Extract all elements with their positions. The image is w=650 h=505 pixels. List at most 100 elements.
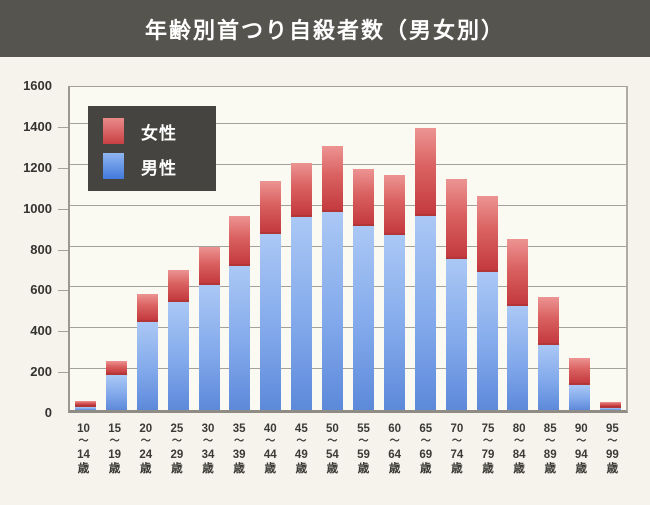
male-bar-segment	[229, 265, 251, 410]
page-title: 年齢別首つり自殺者数（男女別）	[144, 17, 505, 43]
female-bar-segment	[198, 246, 220, 286]
male-bar-segment	[291, 216, 313, 410]
male-bar-segment	[352, 226, 374, 410]
male-bar-segment	[74, 406, 96, 410]
x-axis-label-25-29: 25 〜 29 歳	[170, 423, 184, 475]
female-bar-segment	[167, 270, 189, 302]
y-axis-label-0: 0	[44, 405, 52, 420]
y-axis-label-400: 400	[30, 323, 52, 339]
gridline-800	[70, 245, 626, 247]
x-axis-label-85-89: 85 〜 89 歳	[543, 423, 557, 475]
female-bar-segment	[414, 127, 436, 216]
x-axis-label-30-34: 30 〜 34 歳	[201, 423, 215, 475]
legend-label-female: 女性	[141, 123, 177, 143]
bar-group-85-89	[533, 296, 564, 410]
male-bar-segment	[538, 344, 560, 410]
gridline-200	[70, 368, 626, 370]
female-color-swatch	[103, 118, 124, 144]
bars-container	[70, 87, 626, 410]
female-bar-segment	[445, 179, 467, 259]
male-bar-segment	[414, 215, 436, 410]
male-bar-segment	[383, 235, 405, 410]
x-axis-label-80-84: 80 〜 84 歳	[512, 423, 526, 475]
bar-group-70-74	[441, 179, 472, 410]
x-axis-label-60-64: 60 〜 64 歳	[388, 423, 402, 475]
female-bar-segment	[229, 215, 251, 266]
male-bar-segment	[136, 322, 158, 410]
x-axis-label-50-54: 50 〜 54 歳	[326, 423, 339, 475]
bar-group-30-34	[194, 246, 225, 410]
x-axis-label-40-44: 40 〜 44 歳	[263, 423, 277, 475]
gridline-600	[70, 286, 626, 288]
x-axis-label-90-94: 90 〜 94 歳	[574, 423, 588, 475]
y-tick-400	[58, 331, 68, 333]
female-bar-segment	[538, 296, 560, 345]
y-tick-600	[58, 290, 68, 292]
bar-group-65-69	[410, 127, 441, 410]
female-bar-segment	[136, 293, 158, 323]
y-axis-label-600: 600	[30, 282, 52, 298]
y-axis-label-200: 200	[30, 364, 52, 380]
bar-group-15-19	[101, 360, 132, 410]
bar-group-40-44	[255, 181, 286, 410]
gridline-400	[70, 327, 626, 329]
bar-group-55-59	[348, 168, 379, 410]
female-bar-segment	[600, 401, 622, 408]
female-bar-segment	[291, 162, 313, 217]
male-bar-segment	[322, 211, 344, 410]
y-tick-1400	[58, 126, 68, 128]
female-bar-segment	[322, 146, 344, 212]
male-bar-segment	[569, 385, 591, 410]
male-bar-segment	[507, 305, 529, 410]
y-tick-1200	[58, 167, 68, 169]
male-bar-segment	[476, 272, 498, 410]
female-bar-segment	[260, 181, 282, 235]
male-bar-segment	[167, 301, 189, 410]
plot-area	[68, 86, 628, 413]
y-tick-1000	[58, 208, 68, 210]
x-axis-label-20-24: 20 〜 24 歳	[139, 423, 153, 475]
y-axis-label-1600: 1600	[23, 78, 52, 93]
male-bar-segment	[600, 407, 622, 410]
bar-group-50-54	[317, 146, 348, 410]
y-axis-label-800: 800	[30, 241, 52, 257]
male-bar-segment	[260, 234, 282, 410]
legend: 女性 男性	[88, 106, 216, 191]
bar-group-90-94	[564, 357, 595, 410]
x-axis-label-35-39: 35 〜 39 歳	[232, 423, 246, 475]
bar-group-20-24	[132, 293, 163, 410]
x-axis-label-10-14: 10 〜 14 歳	[77, 423, 90, 475]
title-bar: 年齢別首つり自殺者数（男女別）	[0, 0, 650, 57]
chart-area: 0 200 400 600 800 1000 1200 1400 1600 10 〜 14 歳 15 〜 1…	[0, 57, 650, 505]
male-bar-segment	[198, 285, 220, 410]
gridline-1000	[70, 204, 626, 206]
y-tick-800	[58, 249, 68, 251]
female-bar-segment	[105, 360, 127, 376]
female-bar-segment	[569, 357, 591, 386]
x-axis-label-65-69: 65 〜 69 歳	[419, 423, 433, 475]
bar-group-80-84	[502, 239, 533, 410]
female-bar-segment	[476, 196, 498, 273]
bar-group-45-49	[286, 162, 317, 410]
bar-group-10-14	[70, 400, 101, 410]
male-bar-segment	[105, 375, 127, 410]
female-bar-segment	[383, 174, 405, 236]
x-axis-label-95-99: 95 〜 99 歳	[606, 423, 619, 475]
y-tick-200	[58, 372, 68, 374]
x-axis-label-55-59: 55 〜 59 歳	[357, 423, 370, 475]
bar-group-75-79	[472, 196, 503, 410]
female-bar-segment	[74, 400, 96, 407]
gridline-1400	[70, 122, 626, 124]
x-axis-label-70-74: 70 〜 74 歳	[450, 423, 464, 475]
male-color-swatch	[103, 153, 124, 179]
y-axis-label-1000: 1000	[23, 200, 52, 216]
bar-group-95-99	[595, 401, 626, 410]
bar-group-25-29	[163, 270, 194, 410]
male-bar-segment	[445, 258, 467, 410]
bar-group-60-64	[379, 174, 410, 410]
bar-group-35-39	[224, 215, 255, 410]
legend-item-male: 男性	[103, 153, 198, 179]
x-axis-label-45-49: 45 〜 49 歳	[294, 423, 308, 475]
y-axis-label-1400: 1400	[23, 118, 52, 134]
y-axis-label-1200: 1200	[23, 159, 52, 175]
